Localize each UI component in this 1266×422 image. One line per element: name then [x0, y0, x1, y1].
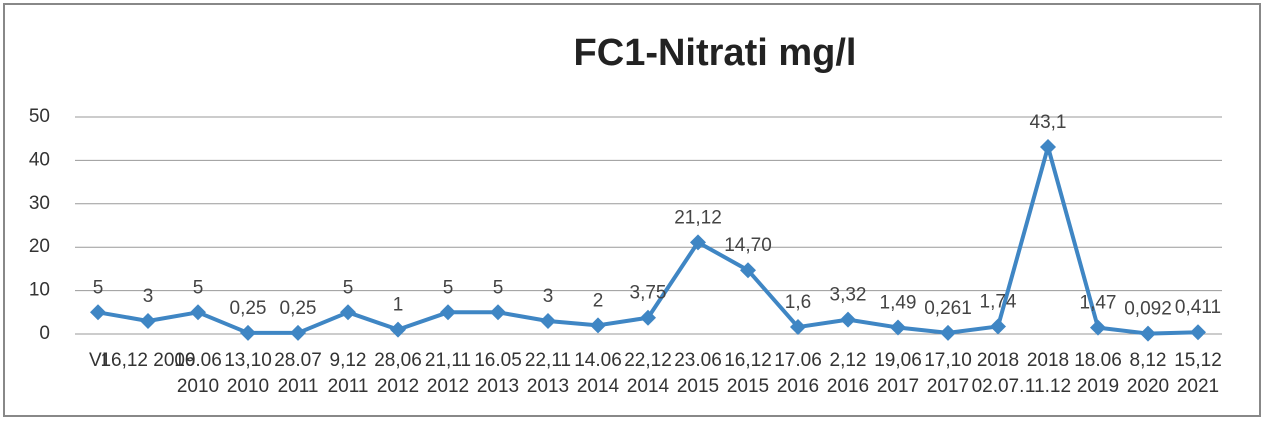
x-tick-label: 28.07 — [274, 350, 322, 371]
x-tick-label: 22,11 — [525, 350, 571, 371]
data-label: 0,092 — [1124, 299, 1172, 320]
marker — [440, 304, 456, 321]
x-tick-label: 17.06 — [774, 350, 822, 371]
y-tick-label: 40 — [29, 149, 50, 170]
data-label: 5 — [343, 277, 354, 298]
chart-border — [3, 3, 1261, 417]
x-tick-label: 23.06 — [674, 350, 722, 371]
x-tick-label: 17,10 — [924, 350, 972, 371]
x-tick-label: 2019 — [1077, 376, 1119, 397]
data-label: 43,1 — [1030, 112, 1067, 133]
x-tick-label: 16.05 — [474, 350, 522, 371]
x-tick-label: 19,06 — [874, 350, 922, 371]
marker — [490, 304, 506, 321]
x-tick-label: 2011 — [328, 376, 369, 397]
x-tick-label: 22,12 — [624, 350, 672, 371]
marker — [140, 312, 156, 329]
chart-title: FC1-Nitrati mg/l — [574, 32, 857, 74]
data-label: 3 — [143, 286, 154, 307]
data-label: 3,75 — [630, 283, 667, 304]
x-tick-label: 9,12 — [330, 350, 367, 371]
x-tick-label: 2011 — [278, 376, 319, 397]
marker — [640, 309, 656, 326]
marker — [290, 324, 306, 341]
data-label: 5 — [443, 277, 454, 298]
marker — [740, 262, 756, 279]
data-label: 0,411 — [1175, 297, 1221, 318]
x-tick-label: 2018 — [977, 350, 1019, 371]
x-tick-label: 2014 — [577, 376, 620, 397]
x-tick-label: 2017 — [877, 376, 919, 397]
marker — [790, 319, 806, 336]
marker — [1140, 325, 1156, 342]
y-tick-label: 10 — [29, 280, 50, 301]
data-label: 5 — [193, 277, 204, 298]
x-tick-label: 2017 — [927, 376, 969, 397]
x-tick-label: 21,11 — [425, 350, 471, 371]
data-label: 14,70 — [724, 235, 772, 256]
x-tick-label: 2013 — [527, 376, 569, 397]
marker — [340, 304, 356, 321]
data-label: 21,12 — [674, 207, 722, 228]
y-tick-label: 20 — [29, 236, 50, 257]
x-tick-label: 2010 — [227, 376, 269, 397]
data-label: 1,6 — [785, 292, 811, 313]
marker — [390, 321, 406, 338]
y-tick-label: 0 — [39, 323, 50, 344]
x-tick-label: 15,12 — [1174, 350, 1222, 371]
x-tick-label: 2014 — [627, 376, 670, 397]
marker — [990, 318, 1006, 335]
x-tick-label: 2,12 — [830, 350, 867, 371]
x-tick-label: VI — [89, 350, 107, 371]
data-label: 2 — [593, 290, 604, 311]
x-tick-label: 2016 — [777, 376, 819, 397]
marker — [940, 324, 956, 341]
x-tick-label: 2012 — [377, 376, 419, 397]
data-label: 0,25 — [230, 298, 267, 319]
data-label: 0,261 — [924, 298, 972, 319]
data-label: 3,32 — [830, 285, 867, 306]
marker — [840, 311, 856, 328]
marker — [240, 324, 256, 341]
marker — [540, 312, 556, 329]
y-tick-label: 50 — [29, 106, 50, 127]
x-tick-label: 28,06 — [374, 350, 422, 371]
x-tick-label: 02.07. — [972, 376, 1025, 397]
x-tick-label: 18.06 — [1074, 350, 1122, 371]
data-label: 5 — [93, 277, 104, 298]
x-tick-label: 2010 — [177, 376, 219, 397]
marker — [690, 234, 706, 251]
x-tick-label: 2015 — [727, 376, 769, 397]
data-label: 5 — [493, 277, 504, 298]
x-tick-label: 2015 — [677, 376, 719, 397]
x-tick-label: 13,10 — [224, 350, 272, 371]
x-tick-label: 2018 — [1027, 350, 1069, 371]
marker — [1190, 324, 1206, 341]
data-label: 1,49 — [880, 293, 917, 314]
data-label: 1,47 — [1080, 293, 1117, 314]
marker — [190, 304, 206, 321]
x-tick-label: 16,12 — [724, 350, 772, 371]
marker — [90, 304, 106, 321]
data-label: 0,25 — [280, 298, 317, 319]
marker — [890, 319, 906, 336]
x-tick-label: 2021 — [1177, 376, 1219, 397]
data-label: 1,74 — [980, 291, 1017, 312]
data-label: 1 — [393, 295, 404, 316]
marker — [1090, 319, 1106, 336]
x-tick-label: 2020 — [1127, 376, 1169, 397]
x-tick-label: 2013 — [477, 376, 519, 397]
x-tick-label: 2016 — [827, 376, 869, 397]
marker — [1040, 138, 1056, 155]
x-tick-label: 2012 — [427, 376, 469, 397]
x-tick-label: 11.12 — [1025, 376, 1071, 397]
x-tick-label: 16.06 — [174, 350, 222, 371]
x-tick-label: 14.06 — [574, 350, 622, 371]
data-label: 3 — [543, 286, 554, 307]
marker — [590, 317, 606, 334]
x-tick-label: 16,12 2009 — [100, 350, 195, 371]
x-tick-label: 8,12 — [1130, 350, 1167, 371]
y-tick-label: 30 — [29, 193, 50, 214]
